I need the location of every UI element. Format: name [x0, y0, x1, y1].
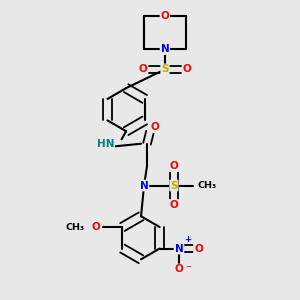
Text: CH₃: CH₃ — [66, 223, 85, 232]
Text: O: O — [150, 122, 159, 132]
Text: O: O — [183, 64, 192, 74]
Text: N: N — [140, 181, 148, 190]
Text: O: O — [169, 200, 178, 210]
Text: S: S — [161, 64, 169, 74]
Text: N: N — [160, 44, 169, 54]
Text: O: O — [194, 244, 203, 254]
Text: CH₃: CH₃ — [198, 181, 217, 190]
Text: O: O — [160, 11, 169, 21]
Text: HN: HN — [97, 139, 114, 149]
Text: O: O — [91, 222, 100, 232]
Text: N: N — [175, 244, 183, 254]
Text: S: S — [170, 181, 178, 190]
Text: O: O — [138, 64, 147, 74]
Text: O: O — [169, 161, 178, 171]
Text: ⁻: ⁻ — [186, 264, 191, 274]
Text: +: + — [184, 235, 191, 244]
Text: O: O — [175, 264, 183, 274]
